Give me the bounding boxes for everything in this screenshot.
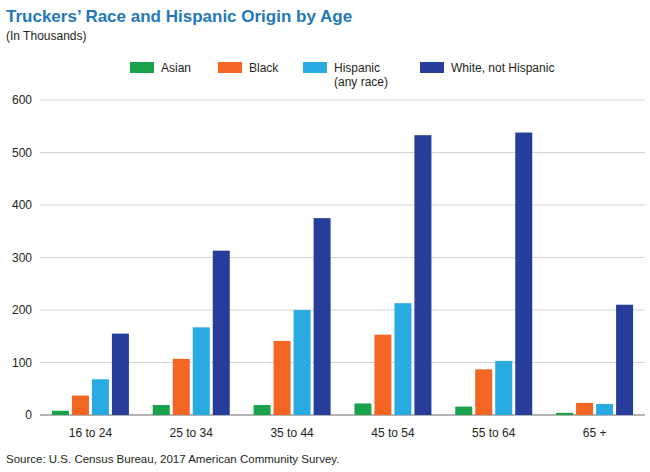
bar: [495, 361, 512, 415]
legend-swatch: [420, 62, 444, 73]
bar: [455, 407, 472, 415]
legend-label: Black: [249, 61, 279, 75]
grid-line: [40, 205, 645, 206]
bar: [314, 218, 331, 415]
subtitle: (In Thousands): [6, 29, 87, 43]
y-tick-label: 300: [12, 251, 32, 265]
bar: [193, 327, 210, 415]
grid-line: [40, 310, 645, 311]
grid-line: [40, 362, 645, 363]
y-tick-label: 0: [25, 408, 32, 422]
y-tick-label: 200: [12, 303, 32, 317]
grid-line: [40, 152, 645, 153]
bar: [173, 359, 190, 415]
bar: [475, 369, 492, 415]
bar: [52, 411, 69, 415]
y-tick-label: 600: [12, 93, 32, 107]
grid: [40, 100, 645, 415]
x-axis-line: [40, 415, 645, 416]
bar: [414, 135, 431, 415]
bar: [294, 310, 311, 415]
y-tick-label: 400: [12, 198, 32, 212]
x-tick-label: 65 +: [583, 426, 607, 440]
x-tick-label: 45 to 54: [371, 426, 415, 440]
legend-label-line: (any race): [334, 75, 388, 89]
legend-swatch: [303, 62, 327, 73]
legend-swatch: [218, 62, 242, 73]
chart-svg: Truckers’ Race and Hispanic Origin by Ag…: [0, 0, 650, 472]
grid-line: [40, 415, 645, 416]
bar: [153, 405, 170, 415]
x-tick-label: 25 to 34: [170, 426, 214, 440]
bar: [112, 334, 129, 415]
grid-line: [40, 100, 645, 101]
grid-line: [40, 257, 645, 258]
bar: [254, 405, 271, 415]
y-tick-label: 500: [12, 146, 32, 160]
bar: [374, 335, 391, 415]
bar: [72, 396, 89, 415]
bar: [616, 305, 633, 415]
x-tick-label: 55 to 64: [472, 426, 516, 440]
bar: [556, 413, 573, 415]
source: Source: U.S. Census Bureau, 2017 America…: [6, 453, 339, 465]
title: Truckers’ Race and Hispanic Origin by Ag…: [6, 7, 352, 26]
bar: [354, 403, 371, 415]
bar: [515, 133, 532, 415]
x-tick-label: 16 to 24: [69, 426, 113, 440]
legend: Asian Black Hispanic(any race) White, not H…: [130, 61, 554, 89]
bars: [52, 133, 633, 415]
bar: [274, 341, 291, 415]
legend-label-line: Hispanic: [334, 61, 380, 75]
chart-root: Truckers’ Race and Hispanic Origin by Ag…: [0, 0, 650, 472]
bar: [596, 404, 613, 415]
bar: [92, 379, 109, 415]
legend-label: White, not Hispanic: [451, 61, 554, 75]
legend-label: Hispanic(any race): [334, 61, 388, 89]
bar: [213, 251, 230, 415]
y-tick-label: 100: [12, 356, 32, 370]
bar: [576, 403, 593, 415]
legend-swatch: [130, 62, 154, 73]
legend-label: Asian: [161, 61, 191, 75]
x-tick-label: 35 to 44: [270, 426, 314, 440]
bar: [394, 303, 411, 415]
